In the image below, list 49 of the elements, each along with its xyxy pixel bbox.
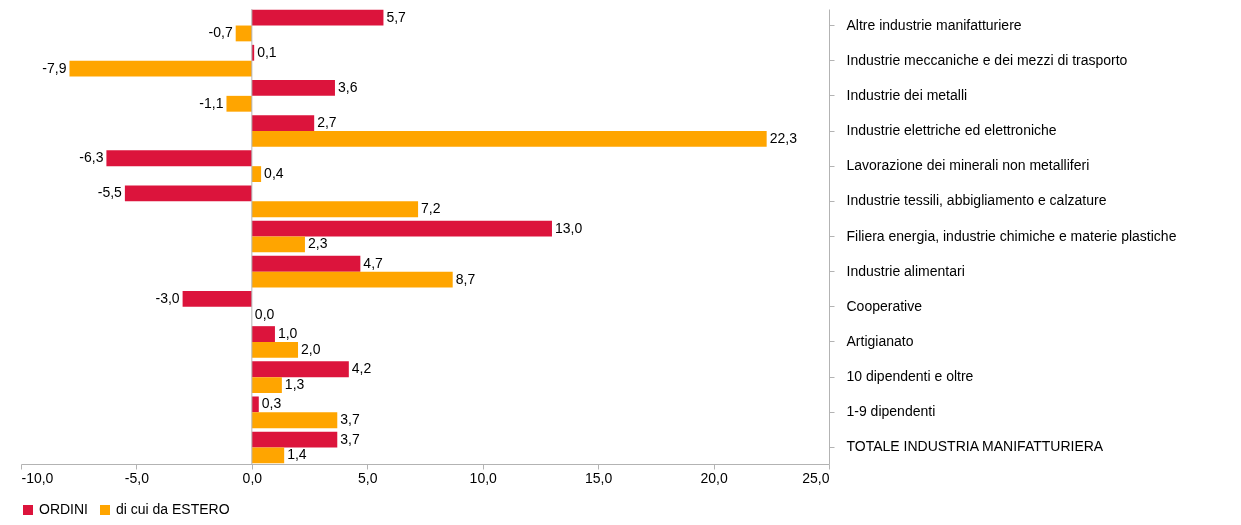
x-tick-label: 25,0 xyxy=(802,469,830,486)
x-tick-label: -5,0 xyxy=(124,469,150,486)
y-tick-label: Altre industrie manifatturiere xyxy=(846,16,1022,33)
data-label: 3,7 xyxy=(340,411,360,428)
legend-label: ORDINI xyxy=(39,501,88,517)
data-label: -6,3 xyxy=(79,149,104,166)
data-label: -7,9 xyxy=(42,59,67,76)
data-label: 2,7 xyxy=(317,114,337,131)
data-label: 1,4 xyxy=(287,446,307,463)
data-label: -0,7 xyxy=(208,24,233,41)
y-tick-label: Lavorazione dei minerali non metalliferi xyxy=(846,157,1090,174)
y-tick-label: Industrie meccaniche e dei mezzi di trasporto xyxy=(846,51,1128,68)
data-label: 7,2 xyxy=(421,200,441,217)
y-tick-label: 1-9 dipendenti xyxy=(846,403,936,420)
data-label: 2,0 xyxy=(301,340,321,357)
data-label: 0,1 xyxy=(257,43,277,60)
data-label: 1,3 xyxy=(284,376,305,393)
y-tick-label: Industrie dei metalli xyxy=(846,86,968,103)
y-tick-label: 10 dipendenti e oltre xyxy=(846,368,974,385)
x-tick-label: 10,0 xyxy=(469,469,498,486)
x-tick-label: 15,0 xyxy=(585,469,613,486)
data-label: 4,2 xyxy=(351,360,372,377)
x-tick-label: 5,0 xyxy=(358,469,378,486)
data-label: -5,5 xyxy=(97,184,123,201)
data-label: 2,3 xyxy=(307,235,328,252)
data-label: 4,7 xyxy=(363,254,384,271)
y-tick-label: Cooperative xyxy=(846,297,923,314)
data-label: 8,7 xyxy=(455,270,476,287)
y-tick-label: Filiera energia, industrie chimiche e materie plastiche xyxy=(846,227,1177,244)
data-label: 0,4 xyxy=(264,165,284,182)
y-tick-label: Industrie elettriche ed elettroniche xyxy=(846,122,1057,139)
x-tick-label: 20,0 xyxy=(700,469,728,486)
data-label: 22,3 xyxy=(769,129,798,146)
y-tick-label: Industrie alimentari xyxy=(846,262,965,279)
y-tick-label: Industrie tessili, abbigliamento e calzature xyxy=(846,192,1107,209)
data-label: 1,0 xyxy=(277,325,298,342)
data-label: 5,7 xyxy=(386,8,407,25)
data-label: 3,7 xyxy=(340,430,360,447)
legend-label: di cui da ESTERO xyxy=(116,501,230,517)
data-label: 0,0 xyxy=(254,305,275,322)
data-label: 3,6 xyxy=(337,78,358,95)
data-label: 0,3 xyxy=(261,395,282,412)
data-label: 13,0 xyxy=(554,219,583,236)
data-label: -3,0 xyxy=(155,289,180,306)
y-tick-label: Artigianato xyxy=(846,332,914,349)
x-tick-label: 0,0 xyxy=(242,469,263,486)
data-label: -1,1 xyxy=(199,94,224,111)
x-tick-label: -10,0 xyxy=(21,469,54,486)
y-tick-label: TOTALE INDUSTRIA MANIFATTURIERA xyxy=(846,438,1104,455)
